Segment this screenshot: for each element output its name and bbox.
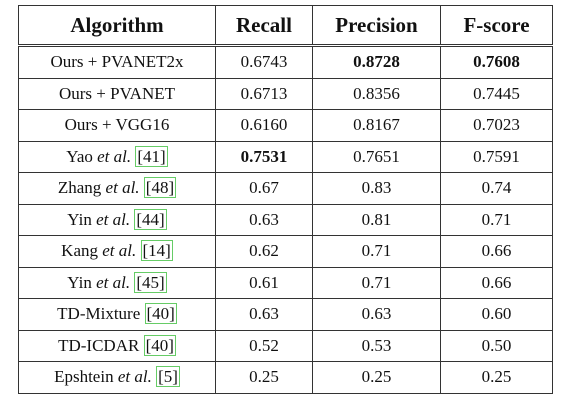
citation: [5]	[156, 366, 180, 388]
method-name: Zhang	[57, 178, 102, 198]
method-cell: TD-Mixture [40]	[18, 298, 216, 331]
method-name: Ours + PVANET2x	[50, 52, 184, 72]
table-body: Ours + PVANET2x 0.6743 0.8728 0.7608 Ours + …	[18, 45, 553, 394]
table-cell: 0.81	[312, 203, 441, 236]
table-cell: 0.25	[440, 361, 553, 394]
table-cell: 0.62	[215, 235, 313, 268]
column-header: F-score	[440, 5, 553, 47]
table-row: Ours + VGG16 0.6160 0.8167 0.7023	[18, 109, 553, 142]
table-cell: 0.63	[215, 203, 313, 236]
table-cell: 0.7651	[312, 140, 441, 173]
et-al: et al.	[102, 241, 137, 261]
method-cell: Ours + PVANET2x	[18, 45, 216, 79]
table-cell: 0.74	[440, 172, 553, 205]
citation: [40]	[143, 334, 176, 356]
table-cell: 0.53	[312, 329, 441, 362]
method-name: Ours + PVANET	[58, 83, 175, 103]
table-row: Ours + PVANET 0.6713 0.8356 0.7445	[18, 77, 553, 110]
method-cell: Yin et al. [45]	[18, 266, 216, 299]
table-row: Yin et al. [44] 0.63 0.81 0.71	[18, 203, 553, 236]
method-cell: Ours + PVANET	[18, 77, 216, 110]
table-row: Zhang et al. [48] 0.67 0.83 0.74	[18, 172, 553, 205]
table-cell: 0.71	[312, 235, 441, 268]
table-cell: 0.52	[215, 329, 313, 362]
table-row: TD-ICDAR [40] 0.52 0.53 0.50	[18, 329, 553, 362]
table-cell: 0.7023	[440, 109, 553, 142]
et-al: et al.	[96, 272, 131, 292]
table-cell: 0.63	[312, 298, 441, 331]
column-header: Precision	[312, 5, 441, 47]
method-cell: Yao et al. [41]	[18, 140, 216, 173]
method-cell: Yin et al. [44]	[18, 203, 216, 236]
method-name: Yin	[67, 209, 92, 229]
table-cell: 0.8356	[312, 77, 441, 110]
table-cell: 0.8728	[312, 45, 441, 79]
table-cell: 0.6743	[215, 45, 313, 79]
citation: [44]	[134, 208, 167, 230]
citation: [41]	[135, 145, 168, 167]
et-al: et al.	[117, 367, 152, 387]
method-name: TD-ICDAR	[58, 335, 140, 355]
method-cell: TD-ICDAR [40]	[18, 329, 216, 362]
citation: [48]	[143, 177, 177, 199]
table-cell: 0.66	[440, 266, 553, 299]
table-cell: 0.71	[312, 266, 441, 299]
method-name: Yao	[66, 146, 93, 166]
column-header: Algorithm	[18, 5, 216, 47]
method-cell: Ours + VGG16	[18, 109, 216, 142]
table-cell: 0.63	[215, 298, 313, 331]
table-cell: 0.7531	[215, 140, 313, 173]
column-header: Recall	[215, 5, 313, 47]
table-row: TD-Mixture [40] 0.63 0.63 0.60	[18, 298, 553, 331]
table-cell: 0.60	[440, 298, 553, 331]
table-row: Epshtein et al. [5] 0.25 0.25 0.25	[18, 361, 553, 394]
table-cell: 0.67	[215, 172, 313, 205]
table-row: Ours + PVANET2x 0.6743 0.8728 0.7608	[18, 45, 553, 79]
results-table: Algorithm Recall Precision F-score Ours + P…	[18, 5, 553, 394]
table-row: Yin et al. [45] 0.61 0.71 0.66	[18, 266, 553, 299]
table-cell: 0.8167	[312, 109, 441, 142]
et-al: et al.	[105, 178, 140, 198]
citation: [45]	[134, 271, 167, 293]
table-cell: 0.7608	[440, 45, 553, 79]
method-name: Epshtein	[54, 367, 114, 387]
table-cell: 0.7591	[440, 140, 553, 173]
method-name: Ours + VGG16	[64, 115, 170, 135]
table-cell: 0.25	[215, 361, 313, 394]
method-name: Yin	[67, 272, 92, 292]
table-cell: 0.83	[312, 172, 441, 205]
method-name: Kang	[61, 241, 98, 261]
table-cell: 0.50	[440, 329, 553, 362]
et-al: et al.	[97, 146, 132, 166]
table-row: Yao et al. [41] 0.7531 0.7651 0.7591	[18, 140, 553, 173]
table-cell: 0.66	[440, 235, 553, 268]
citation: [14]	[140, 240, 173, 262]
method-cell: Epshtein et al. [5]	[18, 361, 216, 394]
table-cell: 0.6713	[215, 77, 313, 110]
table-cell: 0.6160	[215, 109, 313, 142]
table-row: Kang et al. [14] 0.62 0.71 0.66	[18, 235, 553, 268]
method-name: TD-Mixture	[57, 304, 141, 324]
table-cell: 0.71	[440, 203, 553, 236]
citation: [40]	[144, 303, 177, 325]
method-cell: Kang et al. [14]	[18, 235, 216, 268]
header-row: Algorithm Recall Precision F-score	[18, 5, 553, 47]
method-cell: Zhang et al. [48]	[18, 172, 216, 205]
et-al: et al.	[96, 209, 131, 229]
table-cell: 0.7445	[440, 77, 553, 110]
table-cell: 0.25	[312, 361, 441, 394]
table-cell: 0.61	[215, 266, 313, 299]
